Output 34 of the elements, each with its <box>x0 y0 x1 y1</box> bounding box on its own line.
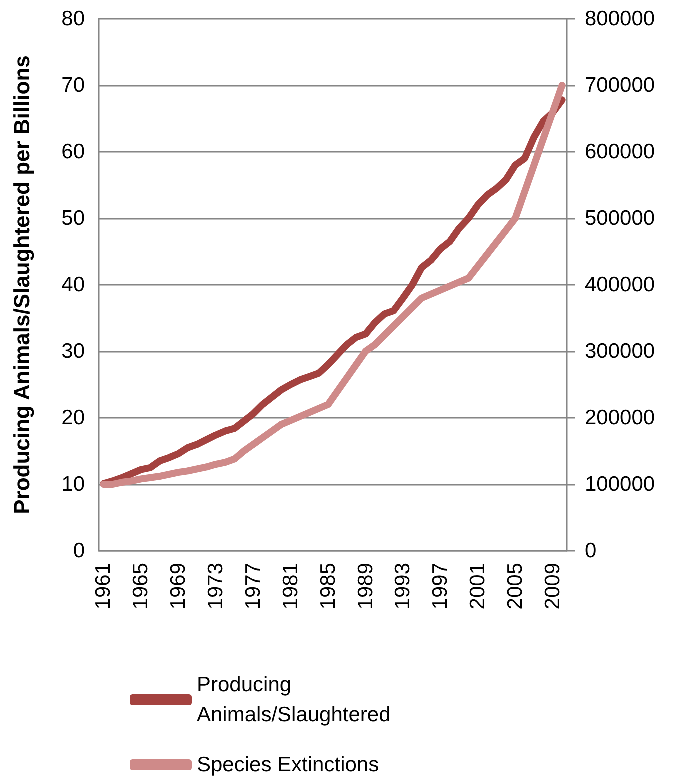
y2-tick-label: 300000 <box>585 340 656 363</box>
y-tick-label: 10 <box>62 473 85 496</box>
y-tick-label: 70 <box>62 74 85 97</box>
y2-tick-label: 0 <box>585 540 597 562</box>
y2-tick-label: 100000 <box>585 473 656 496</box>
y-tick-label: 80 <box>62 8 85 30</box>
y-tick-label: 50 <box>62 207 85 230</box>
x-tick-label: 1969 <box>167 563 190 610</box>
x-tick-label: 1985 <box>316 563 340 610</box>
x-tick-label: 1989 <box>354 563 378 610</box>
y-tick-label: 30 <box>62 340 85 363</box>
x-tick-label: 2001 <box>466 563 490 610</box>
x-tick-label: 1993 <box>392 563 415 610</box>
legend-label: Species Extinctions <box>197 754 380 776</box>
x-tick-label: 1981 <box>279 563 302 610</box>
y2-tick-label: 500000 <box>585 207 656 230</box>
y2-tick-label: 600000 <box>585 140 656 164</box>
x-tick-label: 1997 <box>429 563 452 610</box>
y2-tick-label: 400000 <box>585 274 656 296</box>
y2-tick-label: 200000 <box>585 406 656 430</box>
y-axis-title: Producing Animals/Slaughtered per Billions <box>10 56 34 514</box>
y2-tick-label: 800000 <box>585 8 656 30</box>
x-tick-label: 1977 <box>242 563 265 610</box>
y-tick-label: 20 <box>62 406 85 430</box>
x-tick-label: 1961 <box>92 563 116 610</box>
y-tick-label: 60 <box>62 140 85 164</box>
x-tick-label: 1973 <box>204 563 228 610</box>
x-tick-label: 1965 <box>130 563 153 610</box>
legend-label: Producing Animals/Slaughtered <box>197 674 391 726</box>
x-tick-label: 2005 <box>504 563 528 610</box>
y2-tick-label: 700000 <box>585 74 656 97</box>
y-tick-label: 40 <box>62 274 85 296</box>
y-tick-label: 0 <box>73 540 85 562</box>
x-tick-label: 2009 <box>541 563 564 610</box>
